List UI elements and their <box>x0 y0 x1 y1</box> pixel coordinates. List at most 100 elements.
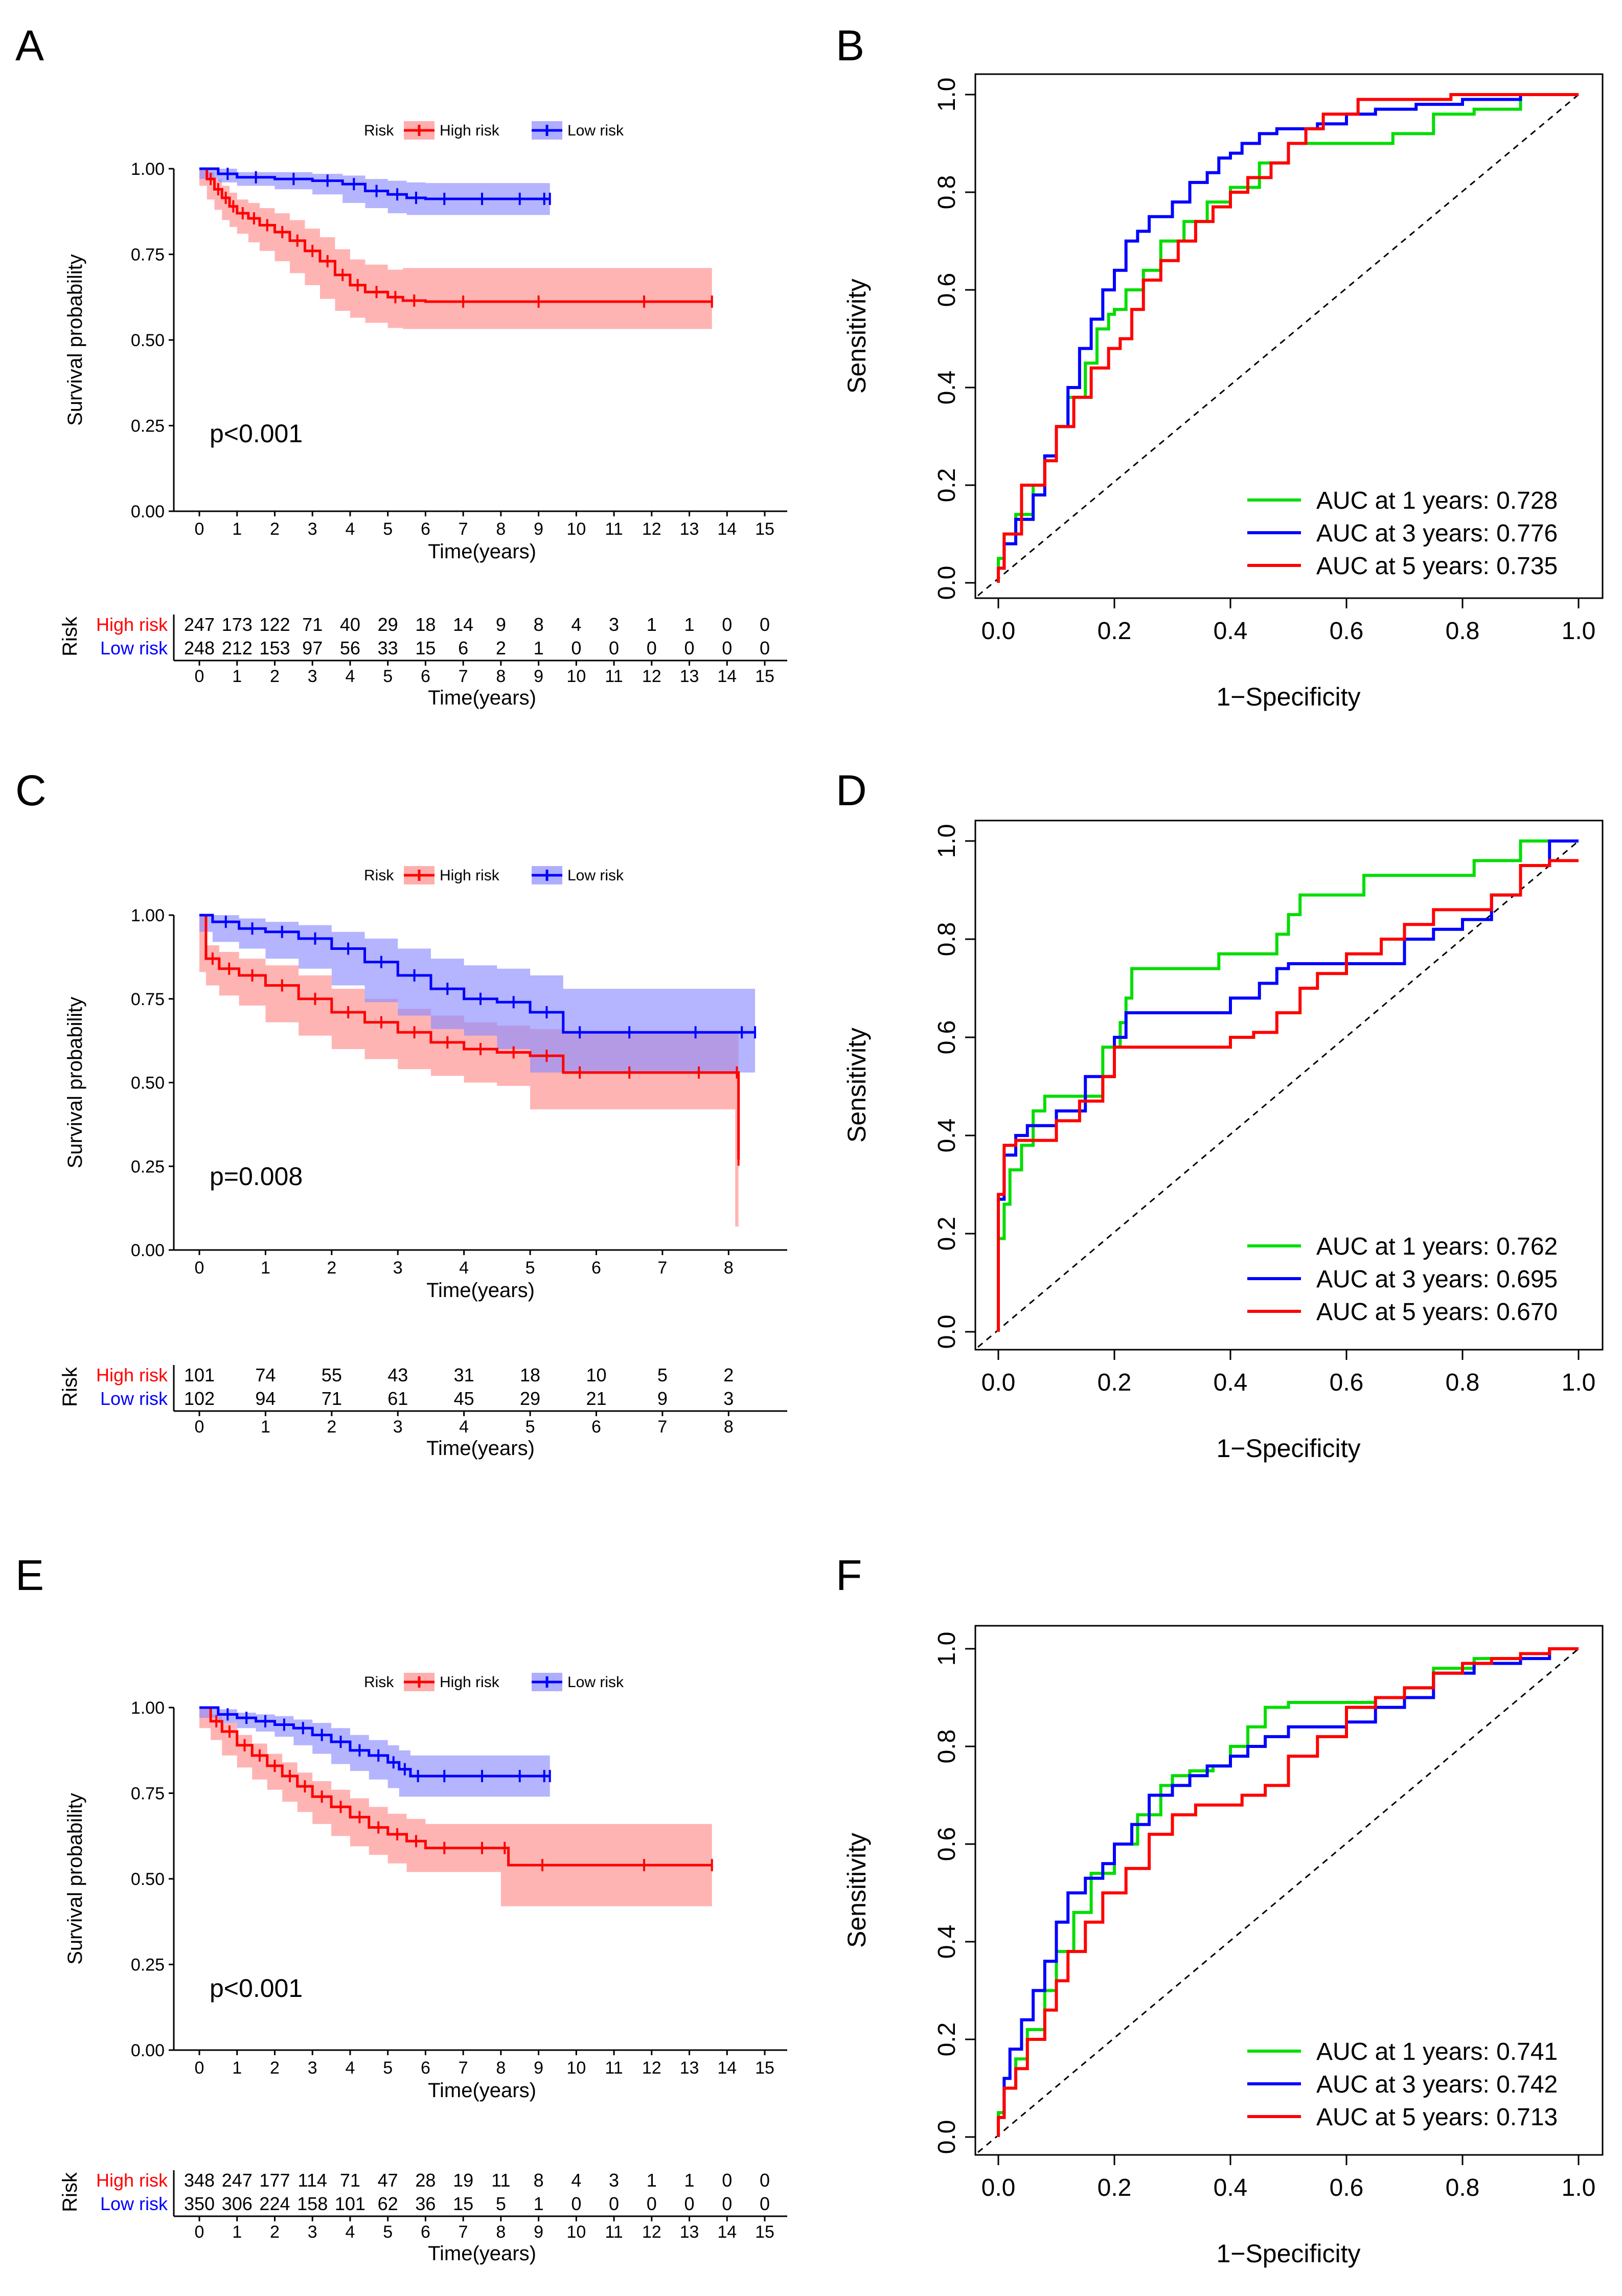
x-axis-title: Time(years) <box>428 2079 536 2102</box>
legend: Risk High risk Low risk <box>364 1673 624 1691</box>
legend-label-1: Low risk <box>567 122 624 139</box>
roc-panel-B: B 0.0 0.2 0.4 0.6 0.8 1.0 0.0 0.2 0.4 0.6 0.8 1.0 1−S… <box>836 21 1604 711</box>
x-tick-label: 1.0 <box>1562 2174 1596 2201</box>
risk-table-title: Risk <box>59 616 81 656</box>
risk-table-tick-label: 12 <box>642 667 661 686</box>
censor-marks-high <box>215 1715 713 1872</box>
legend: AUC at 1 years: 0.728 AUC at 3 years: 0.7… <box>1247 487 1558 580</box>
y-tick-label: 1.0 <box>933 824 961 858</box>
risk-table-tick-label: 0 <box>195 1417 204 1437</box>
risk-table-tick-label: 1 <box>232 2222 242 2242</box>
x-tick-label: 12 <box>642 519 661 539</box>
y-tick-label: 0.6 <box>933 1020 961 1055</box>
risk-count: 348 <box>184 2170 215 2191</box>
risk-table-tick-label: 4 <box>345 2222 355 2242</box>
x-tick-label: 1 <box>261 1258 270 1278</box>
y-axis-title: Sensitivity <box>842 1833 871 1948</box>
risk-count: 31 <box>454 1365 474 1385</box>
x-tick-label: 0.4 <box>1214 618 1248 645</box>
y-tick-label: 0.25 <box>131 417 165 436</box>
censor-marks-low <box>226 168 551 205</box>
risk-count: 14 <box>453 614 473 635</box>
x-axis-title: Time(years) <box>428 540 536 563</box>
km-panel-C: C Risk High risk Low risk 0.00 0.25 0.50 0.75 1.… <box>15 766 787 1460</box>
risk-table-tick-label: 13 <box>680 2222 699 2242</box>
panel-label-C: C <box>15 766 47 814</box>
y-axis-title: Survival probability <box>64 1793 86 1965</box>
risk-count: 43 <box>387 1365 408 1385</box>
legend-label-1: AUC at 3 years: 0.776 <box>1316 520 1558 547</box>
legend-label-2: AUC at 5 years: 0.670 <box>1316 1299 1558 1326</box>
x-tick-label: 4 <box>459 1258 469 1278</box>
x-tick-label: 0.4 <box>1214 2174 1248 2201</box>
risk-count: 4 <box>571 2170 581 2191</box>
legend-title: Risk <box>364 867 394 884</box>
x-tick-label: 0.6 <box>1330 2174 1364 2201</box>
risk-count: 248 <box>184 638 215 658</box>
y-tick-label: 0.25 <box>131 1157 165 1176</box>
risk-table-tick-label: 1 <box>232 667 242 686</box>
y-tick-label: 0.0 <box>933 2120 961 2154</box>
risk-count: 29 <box>378 614 398 635</box>
y-tick-label: 0.75 <box>131 1784 165 1804</box>
y-tick-label: 0.00 <box>131 2041 165 2060</box>
y-tick-label: 0.00 <box>131 1241 165 1260</box>
legend: AUC at 1 years: 0.762 AUC at 3 years: 0.6… <box>1247 1233 1558 1326</box>
x-tick-label: 5 <box>383 2058 393 2078</box>
y-tick-label: 0.2 <box>933 1217 961 1251</box>
x-tick-label: 3 <box>308 2058 317 2078</box>
x-tick-label: 0.8 <box>1446 1369 1480 1396</box>
risk-count: 177 <box>259 2170 290 2191</box>
y-tick-label: 0.2 <box>933 468 961 503</box>
x-tick-label: 15 <box>755 2058 774 2078</box>
roc-curve-3yr <box>997 1647 1579 2137</box>
x-tick-label: 3 <box>308 519 317 539</box>
ci-band-high <box>199 169 712 329</box>
legend: AUC at 1 years: 0.741 AUC at 3 years: 0.7… <box>1247 2038 1558 2131</box>
x-tick-label: 0.0 <box>981 618 1016 645</box>
risk-count: 94 <box>255 1388 276 1409</box>
risk-count: 45 <box>454 1388 474 1409</box>
risk-count: 9 <box>657 1388 668 1409</box>
y-tick-label: 0.6 <box>933 273 961 307</box>
y-tick-label: 1.00 <box>131 906 165 925</box>
risk-count: 0 <box>760 638 770 658</box>
risk-count: 0 <box>647 2193 657 2214</box>
x-tick-label: 0.0 <box>981 1369 1016 1396</box>
reference-diagonal <box>977 840 1579 1348</box>
x-tick-label: 2 <box>270 519 280 539</box>
risk-table-tick-label: 6 <box>591 1417 601 1437</box>
risk-count: 33 <box>378 638 398 658</box>
risk-count: 2 <box>496 638 506 658</box>
plot-frame <box>974 1625 1604 2156</box>
x-axis-title: 1−Specificity <box>1216 1434 1360 1463</box>
risk-count: 5 <box>657 1365 668 1385</box>
x-tick-label: 13 <box>680 519 699 539</box>
risk-count: 40 <box>340 614 360 635</box>
x-tick-label: 5 <box>383 519 393 539</box>
x-tick-label: 11 <box>605 2058 623 2078</box>
risk-count: 0 <box>722 2193 732 2214</box>
risk-table-title: Risk <box>59 2172 81 2212</box>
risk-count: 0 <box>722 2170 732 2191</box>
x-tick-label: 1 <box>232 2058 242 2078</box>
legend-label-2: AUC at 5 years: 0.735 <box>1316 553 1558 580</box>
x-tick-label: 0.6 <box>1330 1369 1364 1396</box>
risk-table-tick-label: 15 <box>755 2222 774 2242</box>
x-tick-label: 6 <box>421 519 430 539</box>
y-tick-label: 0.25 <box>131 1956 165 1975</box>
x-tick-label: 7 <box>459 519 468 539</box>
legend-label-1: AUC at 3 years: 0.695 <box>1316 1266 1558 1293</box>
panel-label-F: F <box>836 1551 862 1599</box>
risk-table-tick-label: 8 <box>496 667 506 686</box>
risk-row-label-high: High risk <box>96 2170 168 2191</box>
censor-marks-low <box>226 1708 551 1782</box>
legend-label-0: AUC at 1 years: 0.728 <box>1316 487 1558 514</box>
risk-table-tick-label: 12 <box>642 2222 661 2242</box>
survival-curve-high <box>199 1706 712 1867</box>
x-tick-label: 0.0 <box>981 2174 1016 2201</box>
risk-count: 74 <box>255 1365 276 1385</box>
